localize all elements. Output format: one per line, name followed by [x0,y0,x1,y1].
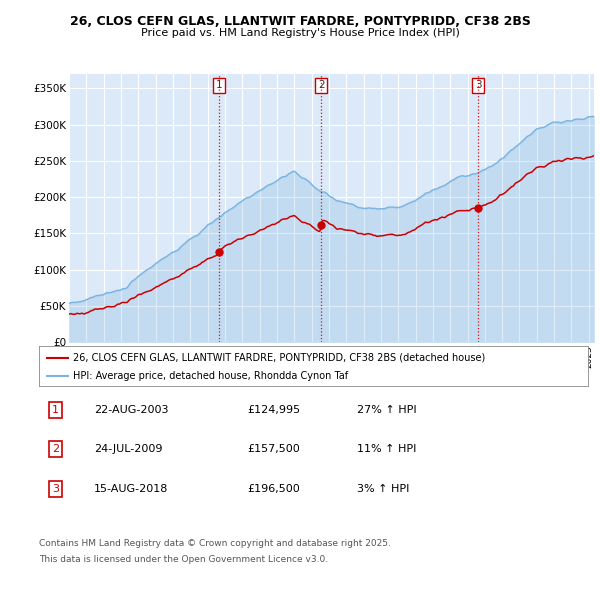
Text: 3: 3 [475,80,482,90]
Text: 2: 2 [52,444,59,454]
Text: £196,500: £196,500 [248,484,301,494]
Text: 11% ↑ HPI: 11% ↑ HPI [358,444,417,454]
Text: 3% ↑ HPI: 3% ↑ HPI [358,484,410,494]
Text: 26, CLOS CEFN GLAS, LLANTWIT FARDRE, PONTYPRIDD, CF38 2BS: 26, CLOS CEFN GLAS, LLANTWIT FARDRE, PON… [70,15,530,28]
Text: Price paid vs. HM Land Registry's House Price Index (HPI): Price paid vs. HM Land Registry's House … [140,28,460,38]
Text: 24-JUL-2009: 24-JUL-2009 [94,444,163,454]
Text: 3: 3 [52,484,59,494]
Text: 22-AUG-2003: 22-AUG-2003 [94,405,169,415]
Text: 1: 1 [215,80,222,90]
Text: HPI: Average price, detached house, Rhondda Cynon Taf: HPI: Average price, detached house, Rhon… [73,372,348,381]
Text: 27% ↑ HPI: 27% ↑ HPI [358,405,417,415]
Text: 1: 1 [52,405,59,415]
Text: 2: 2 [318,80,325,90]
Text: £157,500: £157,500 [248,444,301,454]
Text: £124,995: £124,995 [248,405,301,415]
Text: Contains HM Land Registry data © Crown copyright and database right 2025.: Contains HM Land Registry data © Crown c… [39,539,391,548]
Text: 26, CLOS CEFN GLAS, LLANTWIT FARDRE, PONTYPRIDD, CF38 2BS (detached house): 26, CLOS CEFN GLAS, LLANTWIT FARDRE, PON… [73,353,485,363]
Text: This data is licensed under the Open Government Licence v3.0.: This data is licensed under the Open Gov… [39,555,328,563]
Text: 15-AUG-2018: 15-AUG-2018 [94,484,168,494]
